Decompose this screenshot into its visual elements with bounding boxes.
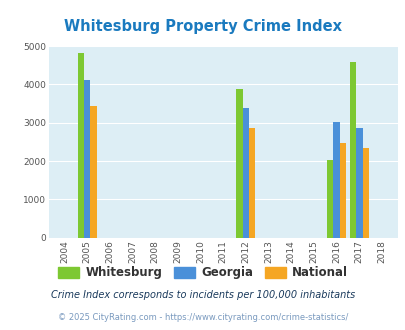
Bar	[249, 128, 255, 238]
Text: Crime Index corresponds to incidents per 100,000 inhabitants: Crime Index corresponds to incidents per…	[51, 290, 354, 300]
Bar	[77, 53, 84, 238]
Bar	[362, 148, 368, 238]
Text: © 2025 CityRating.com - https://www.cityrating.com/crime-statistics/: © 2025 CityRating.com - https://www.city…	[58, 313, 347, 322]
Bar	[84, 80, 90, 238]
Bar	[333, 122, 339, 238]
Bar	[90, 106, 96, 238]
Text: Whitesburg Property Crime Index: Whitesburg Property Crime Index	[64, 19, 341, 34]
Bar	[339, 144, 345, 238]
Bar	[236, 89, 242, 238]
Bar	[355, 128, 362, 238]
Bar	[326, 160, 333, 238]
Legend: Whitesburg, Georgia, National: Whitesburg, Georgia, National	[53, 262, 352, 284]
Bar	[349, 62, 355, 238]
Bar	[242, 108, 249, 238]
